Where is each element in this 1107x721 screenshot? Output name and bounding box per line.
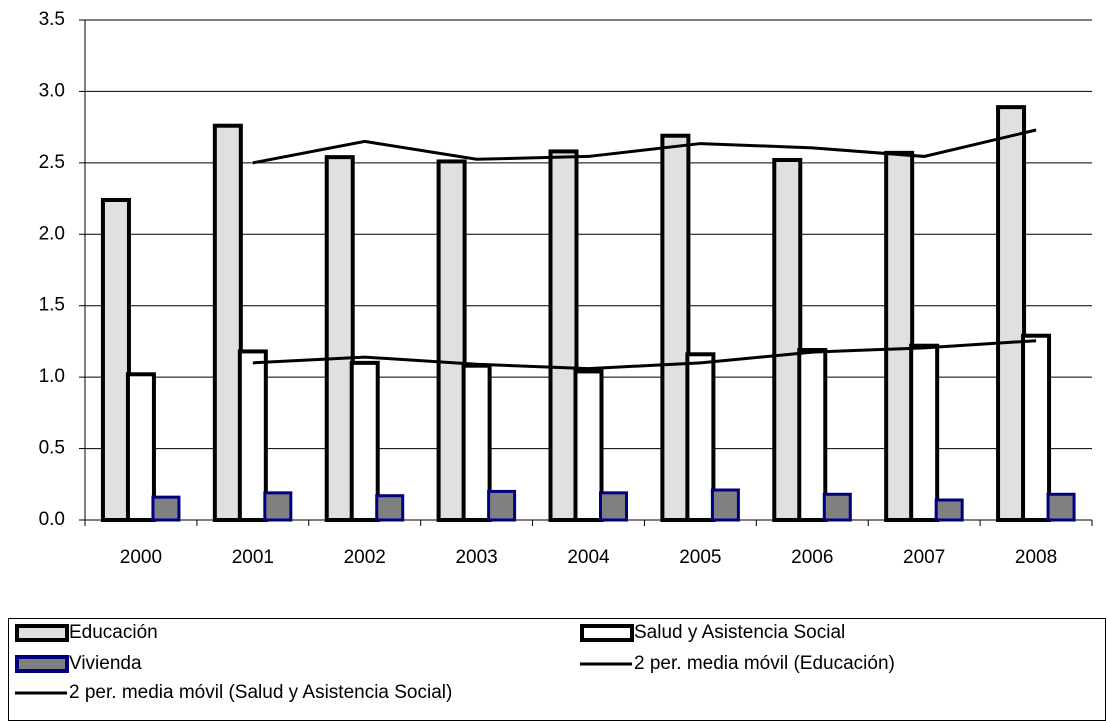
x-tick-label: 2003	[455, 547, 497, 568]
x-tick-label: 2005	[679, 547, 721, 568]
y-tick-label: 1.0	[39, 366, 65, 387]
bar	[884, 150, 915, 522]
y-tick-label: 0.0	[39, 509, 65, 530]
bar	[599, 491, 628, 522]
x-tick-label: 2006	[791, 547, 833, 568]
y-tick-label: 3.5	[39, 9, 65, 30]
legend-swatch	[15, 655, 69, 673]
bar	[822, 492, 852, 522]
x-tick-label: 2004	[567, 547, 610, 568]
bar	[934, 498, 964, 522]
legend-label: Educación	[69, 622, 158, 643]
bar	[125, 372, 156, 522]
trend-line	[252, 339, 1037, 371]
bar	[710, 488, 740, 522]
y-tick-label: 0.5	[39, 438, 65, 459]
bar	[660, 133, 691, 522]
bar	[573, 369, 604, 522]
legend-box	[8, 618, 1106, 721]
x-tick-label: 2001	[232, 547, 274, 568]
bar	[212, 123, 243, 522]
bar	[100, 198, 131, 522]
bar	[349, 360, 380, 522]
bar	[685, 352, 716, 522]
y-tick-label: 1.5	[39, 295, 65, 316]
legend-label: 2 per. media móvil (Educación)	[634, 653, 895, 674]
x-tick-label: 2007	[903, 547, 945, 568]
bar	[909, 343, 940, 523]
x-tick-label: 2008	[1015, 547, 1057, 568]
bar	[375, 494, 405, 522]
legend-label: Vivienda	[69, 653, 142, 674]
bar	[996, 105, 1027, 523]
x-tick-label: 2002	[344, 547, 386, 568]
y-tick-label: 2.5	[39, 152, 65, 173]
bar	[461, 363, 492, 523]
bar	[487, 489, 517, 522]
trend-line	[252, 128, 1037, 165]
bar	[1021, 333, 1052, 523]
bar	[263, 491, 293, 522]
x-tick-label: 2000	[120, 547, 162, 568]
legend-label: Salud y Asistencia Social	[634, 622, 845, 643]
bar	[772, 158, 803, 522]
legend-swatch	[15, 624, 69, 642]
bar	[237, 349, 268, 522]
y-tick-label: 2.0	[39, 223, 65, 244]
bar	[324, 155, 355, 522]
legend-label: 2 per. media móvil (Salud y Asistencia S…	[69, 682, 452, 703]
bar	[797, 348, 828, 522]
y-tick-label: 3.0	[39, 80, 65, 101]
bar	[548, 149, 579, 523]
bar	[436, 159, 467, 523]
bar	[1046, 492, 1076, 522]
bar	[151, 495, 181, 522]
legend-swatch	[580, 624, 634, 642]
